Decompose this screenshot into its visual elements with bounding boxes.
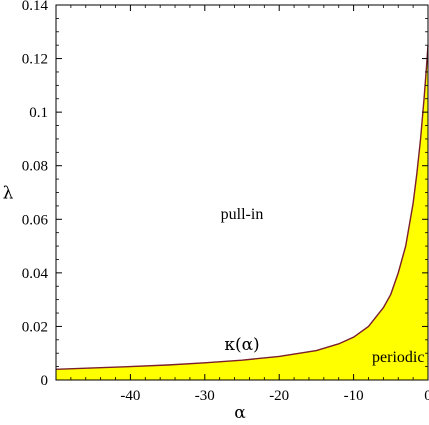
y-axis-label: λ	[3, 184, 14, 204]
x-tick-label: -40	[120, 388, 140, 404]
y-tick-label: 0.12	[22, 52, 48, 68]
y-tick-label: 0.06	[22, 212, 49, 228]
x-tick-label: -30	[195, 388, 215, 404]
y-tick-label: 0.08	[22, 159, 48, 175]
x-tick-label: -10	[344, 388, 364, 404]
curve-label: κ(α)	[224, 335, 259, 355]
region-label-periodic: periodic	[372, 349, 424, 366]
y-tick-label: 0.14	[22, 0, 49, 14]
x-axis-label: α	[234, 403, 246, 423]
y-tick-label: 0.1	[29, 105, 48, 121]
x-tick-label: -20	[269, 388, 289, 404]
region-label-pull-in: pull-in	[221, 206, 264, 223]
y-tick-label: 0.04	[22, 266, 49, 282]
x-tick-label: 0	[424, 388, 429, 404]
y-tick-label: 0	[41, 373, 49, 389]
y-tick-label: 0.02	[22, 319, 48, 335]
